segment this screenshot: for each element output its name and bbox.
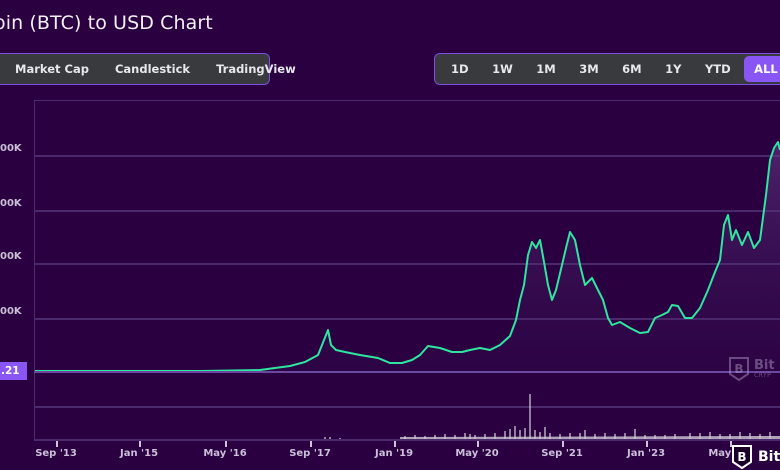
time-range-selector: 1D 1W 1M 3M 6M 1Y YTD ALL	[434, 53, 780, 85]
x-axis-label: Sep '17	[289, 448, 331, 459]
logo-text: Bit	[758, 449, 780, 465]
x-axis-label: Jan '23	[626, 448, 666, 459]
range-ytd-button[interactable]: YTD	[704, 62, 731, 76]
x-tick	[730, 441, 732, 447]
x-tick	[310, 441, 312, 447]
range-1y-button[interactable]: 1Y	[665, 62, 682, 76]
x-axis-label: Jan '15	[119, 448, 159, 459]
page-title: oin (BTC) to USD Chart	[0, 12, 213, 34]
range-1m-button[interactable]: 1M	[536, 62, 556, 76]
shield-logo-icon: B	[732, 445, 752, 470]
x-axis	[34, 439, 780, 441]
gridline	[34, 210, 780, 212]
x-axis-label: May '16	[203, 448, 247, 459]
x-axis-label: Sep '13	[35, 448, 77, 459]
x-axis-label: May '24	[708, 448, 752, 459]
svg-text:B: B	[734, 362, 743, 376]
x-axis-label: Jan '19	[374, 448, 414, 459]
brand-logo: B Bit	[731, 444, 780, 470]
tab-tradingview[interactable]: TradingView	[216, 62, 296, 76]
x-tick	[394, 441, 396, 447]
y-axis-label: 00K	[0, 306, 22, 317]
shield-logo-icon: B	[729, 357, 749, 382]
range-6m-button[interactable]: 6M	[622, 62, 642, 76]
x-tick	[477, 441, 479, 447]
watermark-subtext: CRYP	[754, 372, 772, 379]
x-tick	[139, 441, 141, 447]
range-1d-button[interactable]: 1D	[451, 62, 469, 76]
tab-market-cap[interactable]: Market Cap	[15, 62, 89, 76]
gridline	[34, 318, 780, 320]
chart-type-tabs: Market Cap Candlestick TradingView	[0, 53, 296, 85]
x-tick	[225, 441, 227, 447]
x-tick	[56, 441, 58, 447]
y-axis-label: 00K	[0, 198, 22, 209]
x-tick	[646, 441, 648, 447]
watermark: B Bit CRYP	[728, 356, 775, 382]
svg-text:B: B	[737, 450, 746, 464]
range-3m-button[interactable]: 3M	[579, 62, 599, 76]
y-axis-label: 00K	[0, 143, 22, 154]
x-axis-label: Sep '21	[541, 448, 583, 459]
gridline	[34, 263, 780, 265]
range-all-button[interactable]: ALL	[744, 56, 780, 82]
current-price-line	[34, 371, 780, 373]
gridline	[34, 155, 780, 157]
range-1w-button[interactable]: 1W	[492, 62, 513, 76]
volume-separator	[34, 406, 780, 408]
chart-plot-area[interactable]	[34, 100, 780, 440]
x-axis-label: May '20	[455, 448, 499, 459]
y-axis-label: 00K	[0, 251, 22, 262]
current-price-tag: .21	[0, 362, 27, 380]
tab-candlestick[interactable]: Candlestick	[114, 62, 191, 76]
watermark-text: Bit	[754, 358, 775, 373]
x-tick	[562, 441, 564, 447]
